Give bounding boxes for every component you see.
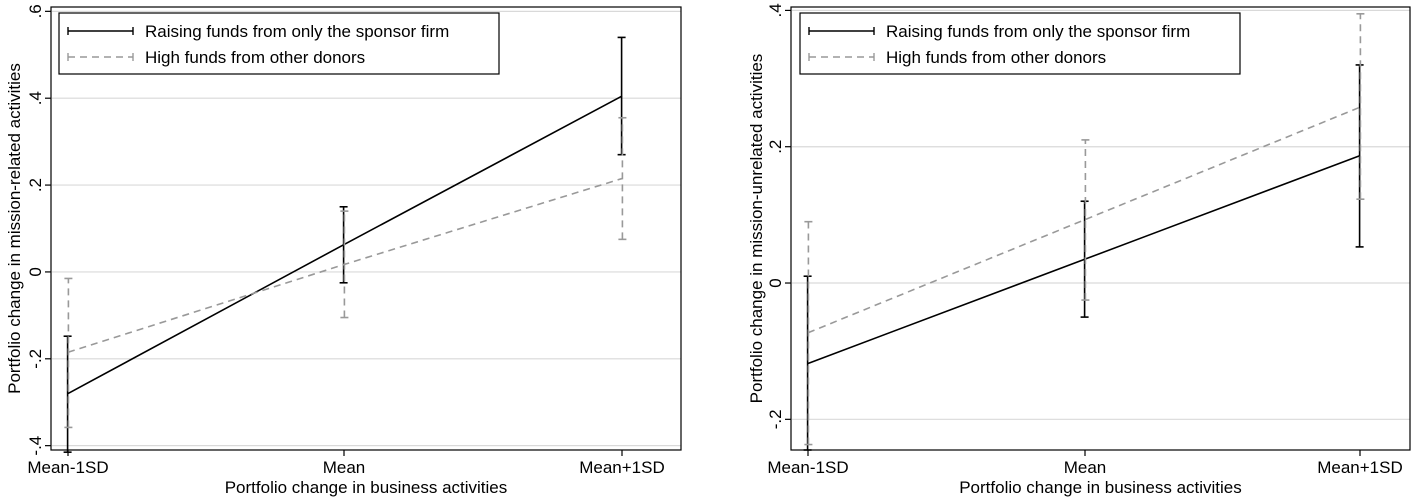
x-tick-label: Mean [323, 458, 366, 477]
y-tick-label: -.4 [26, 436, 45, 456]
chart-panel-2: -.2 0 .2 .4 Mean-1SD Mean Mean+1SD Portfolio ch… [747, 3, 1411, 497]
x-tick-label: Mean [1064, 458, 1107, 477]
x-tick-label: Mean+1SD [1317, 458, 1403, 477]
series-line [807, 106, 1361, 334]
chart-panel-1: -.4 -.2 0 .2 .4 .6 Mean-1SD Mean Mean+1SD Portfol… [5, 4, 682, 497]
series-line [67, 177, 623, 354]
y-tick-label: -.2 [766, 409, 785, 429]
plot-frame [790, 6, 1411, 451]
legend-label: High funds from other donors [145, 48, 365, 67]
y-tick-label: .6 [26, 4, 45, 18]
legend-label: Raising funds from only the sponsor firm [145, 22, 449, 41]
y-tick-label: 0 [766, 278, 785, 287]
y-tick-label: .4 [26, 91, 45, 105]
y-tick-label: .2 [26, 178, 45, 192]
series-line [807, 154, 1361, 365]
x-tick-label: Mean-1SD [27, 458, 108, 477]
legend-box [799, 12, 1241, 75]
x-tick-label: Mean-1SD [767, 458, 848, 477]
legend-label: Raising funds from only the sponsor firm [886, 22, 1190, 41]
legend-label: High funds from other donors [886, 48, 1106, 67]
y-tick-label: .4 [766, 3, 785, 17]
y-tick-label: -.2 [26, 349, 45, 369]
x-axis-title: Portfolio change in business activities [225, 478, 508, 497]
y-axis-title: Portfolio change in mission-unrelated ac… [747, 54, 766, 404]
y-tick-label: 0 [26, 267, 45, 276]
plot-frame [50, 6, 682, 451]
y-axis-title: Portfolio change in mission-related acti… [5, 63, 24, 394]
x-axis-title: Portfolio change in business activities [959, 478, 1242, 497]
legend-box [58, 12, 500, 75]
y-tick-label: .2 [766, 140, 785, 154]
x-tick-label: Mean+1SD [579, 458, 665, 477]
